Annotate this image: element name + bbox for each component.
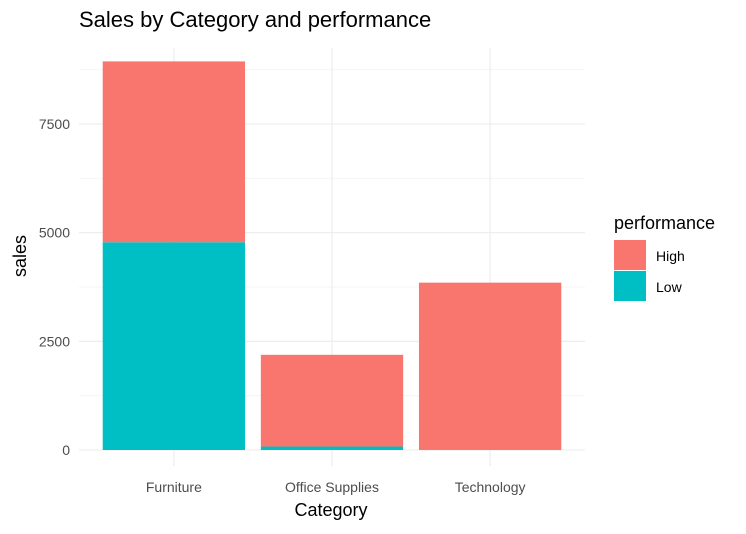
bar-high-office-supplies <box>260 354 404 447</box>
x-axis-ticks: Furniture Office Supplies Technology <box>146 479 526 495</box>
x-tick-label: Office Supplies <box>285 479 379 495</box>
legend: performance High Low <box>614 213 715 301</box>
bar-low-furniture <box>102 242 246 450</box>
bar-high-technology <box>418 282 562 450</box>
bar-group <box>102 61 562 450</box>
y-axis-title: sales <box>10 235 30 277</box>
legend-title: performance <box>614 213 715 233</box>
legend-swatch-low <box>614 271 646 301</box>
y-axis-ticks: 0 2500 5000 7500 <box>39 116 70 458</box>
x-tick-label: Furniture <box>146 479 202 495</box>
legend-label-high: High <box>656 248 685 264</box>
y-tick-label: 2500 <box>39 333 70 349</box>
y-tick-label: 5000 <box>39 225 70 241</box>
bar-high-furniture <box>102 61 246 243</box>
bar-low-office-supplies <box>260 446 404 450</box>
x-tick-label: Technology <box>455 479 526 495</box>
y-tick-label: 0 <box>62 442 70 458</box>
y-tick-label: 7500 <box>39 116 70 132</box>
x-axis-title: Category <box>294 500 367 520</box>
legend-label-low: Low <box>656 279 683 295</box>
chart-title: Sales by Category and performance <box>79 7 431 32</box>
legend-swatch-high <box>614 240 646 270</box>
